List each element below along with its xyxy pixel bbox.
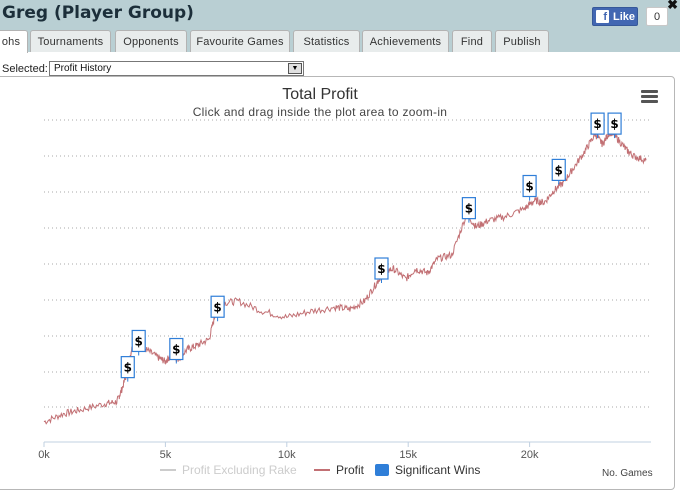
significant-win-flag-label: $ xyxy=(172,343,180,357)
chevron-down-icon[interactable]: ▼ xyxy=(288,63,302,74)
tab-favourite-games[interactable]: Favourite Games xyxy=(190,30,290,52)
x-axis-title: No. Games xyxy=(602,468,653,479)
significant-win-flag-label: $ xyxy=(525,180,533,194)
profit-history-select[interactable]: Profit History ▼ xyxy=(49,61,304,76)
significant-win-flag xyxy=(120,356,135,379)
legend-line-excluding-rake xyxy=(160,469,176,471)
tab-achievements[interactable]: Achievements xyxy=(362,30,449,52)
x-tick-label: 5k xyxy=(160,449,172,461)
tab-find[interactable]: Find xyxy=(452,30,492,52)
tab-statistics[interactable]: Statistics xyxy=(293,30,360,52)
tab-graphs[interactable]: ohs xyxy=(0,30,28,53)
significant-win-flag-label: $ xyxy=(555,163,563,177)
significant-win-flag xyxy=(461,197,476,220)
close-icon[interactable]: ✖ xyxy=(667,0,678,12)
page-title: Greg (Player Group) xyxy=(2,3,194,23)
facebook-like-button[interactable]: f Like xyxy=(592,7,638,26)
tab-opponents[interactable]: Opponents xyxy=(115,30,187,52)
legend-label-profit: Profit xyxy=(336,463,365,477)
significant-win-flag-label: $ xyxy=(377,262,385,276)
facebook-icon: f xyxy=(596,10,609,23)
facebook-like-label: Like xyxy=(613,10,636,23)
x-tick-label: 0k xyxy=(38,449,50,461)
chart-panel[interactable] xyxy=(0,76,675,490)
significant-win-flag xyxy=(590,112,605,135)
chart-menu-icon[interactable] xyxy=(641,90,658,104)
x-tick-label: 15k xyxy=(399,449,417,461)
significant-win-flag xyxy=(210,295,225,318)
significant-win-flag xyxy=(551,158,566,181)
significant-win-flag xyxy=(169,337,184,361)
legend-label-excluding-rake: Profit Excluding Rake xyxy=(182,463,297,477)
legend-label-significant-wins: Significant Wins xyxy=(395,463,481,477)
legend-item-excluding-rake[interactable]: Profit Excluding Rake xyxy=(160,463,297,477)
x-tick-label: 10k xyxy=(278,449,296,461)
significant-win-flag-label: $ xyxy=(213,300,221,314)
significant-win-flag xyxy=(522,174,537,198)
significant-win-flag-label: $ xyxy=(124,361,132,375)
select-value: Profit History xyxy=(54,63,112,74)
significant-win-flag-label: $ xyxy=(610,117,618,131)
tab-tournaments[interactable]: Tournaments xyxy=(30,30,111,52)
legend-item-profit[interactable]: Profit xyxy=(314,463,364,477)
significant-win-flag-label: $ xyxy=(465,202,473,216)
significant-win-flag-label: $ xyxy=(593,117,601,131)
facebook-like-count: 0 xyxy=(646,7,668,26)
x-tick-label: 20k xyxy=(521,449,539,461)
significant-win-flag xyxy=(374,257,389,280)
legend-item-significant-wins[interactable]: Significant Wins xyxy=(375,463,480,477)
significant-win-flag-label: $ xyxy=(135,334,143,348)
legend-box-significant-wins xyxy=(375,464,389,476)
legend-line-profit xyxy=(314,469,330,471)
selector-label: Selected: xyxy=(2,62,48,75)
significant-win-flag xyxy=(131,329,146,353)
tab-publish[interactable]: Publish xyxy=(495,30,549,52)
chart-title: Total Profit xyxy=(282,86,358,103)
significant-win-flag xyxy=(607,112,622,135)
chart-subtitle: Click and drag inside the plot area to z… xyxy=(192,105,448,119)
